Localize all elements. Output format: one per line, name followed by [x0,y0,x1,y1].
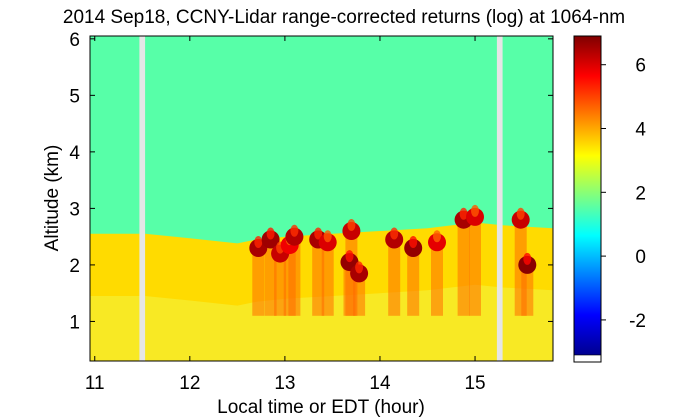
cloud-patch-edge [254,236,263,248]
y-tick-label: 4 [69,143,80,164]
cloud-patch-edge [459,207,468,220]
x-axis-ticks: 11 12 13 14 15 [85,36,486,394]
cloud-patch-edge [314,227,323,240]
colorbar-tick-label: 4 [635,120,646,141]
colorbar-tick-label: 6 [635,56,646,77]
y-tick-label: 1 [69,312,80,333]
colorbar-tick-label: 2 [635,183,646,204]
data-gap [139,36,146,361]
colorbar-frame [573,35,602,363]
colorbar-nodata-swatch [573,354,602,363]
aerosol-streak [407,248,420,316]
aerosol-streak [431,242,443,316]
y-tick-label: 5 [69,86,80,107]
cloud-patch-edge [390,227,399,240]
x-tick-label: 14 [369,373,391,394]
cloud-patch-edge [345,250,354,263]
data-gaps [139,36,503,361]
data-gap [496,36,503,361]
aerosol-streak [312,239,325,316]
aerosol-streaks [252,216,534,316]
aerosol-streak [321,242,334,316]
colorbar: -2 0 2 4 6 [573,35,646,363]
aerosol-streak [288,236,301,316]
plot-area [89,35,554,362]
y-axis-ticks: 1 2 3 4 5 6 [69,30,553,333]
aerosol-streak [252,248,265,316]
cloud-patch-edge [471,204,479,217]
aerosol-streak [457,219,470,316]
aerosol-streak [388,239,401,316]
cloud-patch-edge [523,252,532,265]
colorbar-gradient [574,36,601,355]
cloud-patch-edge [409,236,418,248]
x-tick-label: 15 [464,373,485,394]
cloud-patch-edge [266,227,275,240]
x-tick-label: 13 [274,373,295,394]
x-tick-label: 11 [85,373,105,394]
cloud-patch-edge [355,261,364,274]
cloud-patch-edge [347,219,356,231]
plot-frame [89,35,554,362]
y-axis-label: Altitude (km) [42,145,63,252]
x-axis-label: Local time or EDT (hour) [217,397,425,418]
y-tick-label: 6 [69,30,80,51]
colorbar-ticks: -2 0 2 4 6 [601,56,646,332]
cloud-patch-edge [433,230,441,243]
chart-title: 2014 Sep18, CCNY-Lidar range-corrected r… [63,7,625,28]
aerosol-streak [469,216,481,316]
cloud-patches [249,204,537,283]
x-tick-label: 12 [179,373,200,394]
y-tick-label: 2 [69,256,80,277]
aerosol-streak [274,253,287,316]
colorbar-tick-label: -2 [629,311,646,332]
cloud-patch-edge [323,230,332,243]
cloud-patch-edge [290,224,299,237]
y-tick-label: 3 [69,199,80,220]
colorbar-tick-label: 0 [635,247,646,268]
cloud-patch-edge [516,207,525,220]
